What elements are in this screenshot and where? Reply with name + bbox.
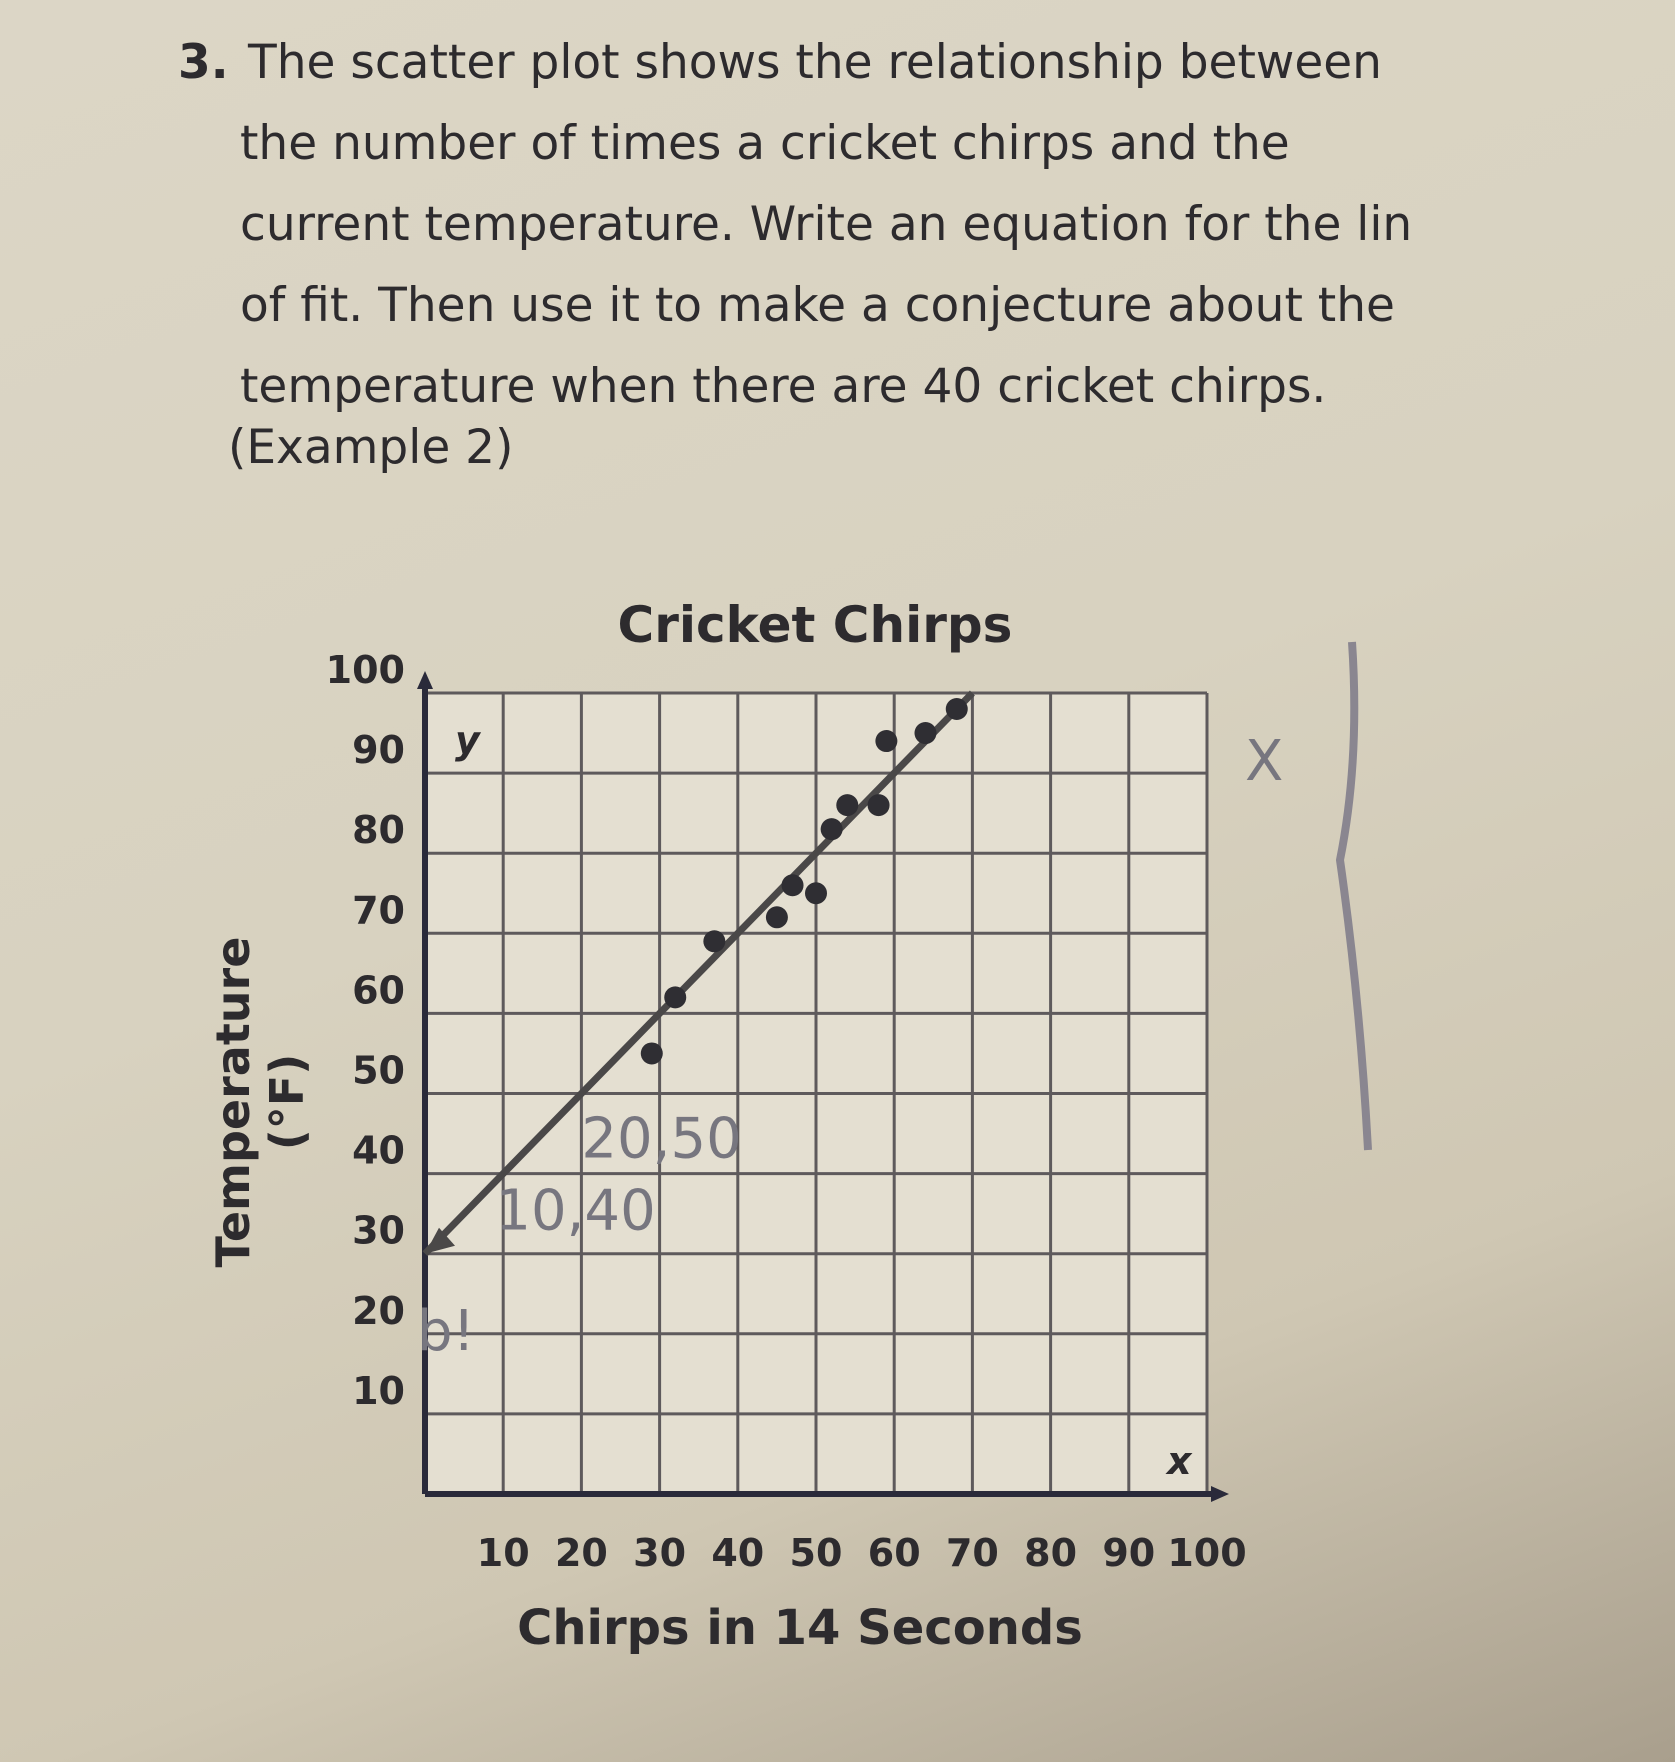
y-tick-label: 90 [352, 728, 405, 772]
y-axis-arrow-icon [417, 671, 433, 689]
handwritten-note: 10,40 [495, 1179, 655, 1244]
x-tick-label: 20 [555, 1531, 608, 1575]
question-number: 3. [178, 35, 229, 90]
y-tick-label: 30 [352, 1209, 405, 1253]
data-point [945, 698, 968, 721]
x-tick-label: 100 [1167, 1531, 1246, 1575]
fit-line-arrow-icon [425, 1227, 455, 1254]
data-point [867, 794, 890, 817]
x-tick-label: 90 [1102, 1531, 1155, 1575]
data-point [703, 930, 726, 953]
chart-title: Cricket Chirps [617, 596, 1013, 654]
data-point [836, 794, 859, 817]
y-tick-label: 10 [352, 1369, 405, 1413]
handwritten-note: X [1245, 729, 1283, 794]
y-tick-label: 60 [352, 968, 405, 1012]
question-line: of fit. Then use it to make a conjecture… [240, 278, 1395, 333]
y-tick-label: 20 [352, 1289, 405, 1333]
line-of-fit [422, 690, 975, 1257]
data-point [664, 986, 687, 1009]
data-point [805, 882, 827, 905]
x-tick-label: 60 [868, 1531, 921, 1575]
x-tick-label: 30 [633, 1531, 686, 1575]
data-point [765, 906, 788, 929]
x-tick-label: 40 [711, 1531, 764, 1575]
handwritten-stroke [1335, 641, 1372, 1151]
y-tick-label: 50 [352, 1049, 405, 1093]
y-tick-label: 70 [352, 888, 405, 932]
question-line: The scatter plot shows the relationship … [248, 35, 1382, 90]
data-point [914, 722, 937, 745]
x-tick-label: 80 [1024, 1531, 1077, 1575]
handwritten-note: b! [417, 1299, 475, 1364]
question-line: temperature when there are 40 cricket ch… [240, 359, 1327, 414]
x-axis-label: Chirps in 14 Seconds [517, 1600, 1083, 1656]
question-text: 3. The scatter plot shows the relationsh… [178, 22, 1668, 427]
handwritten-note: 20,50 [581, 1107, 741, 1172]
y-axis-letter: y [455, 718, 482, 762]
x-tick-label: 10 [477, 1531, 530, 1575]
data-point [875, 730, 898, 753]
data-point [820, 818, 843, 841]
x-tick-label: 70 [946, 1531, 999, 1575]
question-line: the number of times a cricket chirps and… [240, 116, 1290, 171]
y-tick-label: 100 [326, 648, 405, 692]
y-tick-label: 80 [352, 808, 405, 852]
x-axis-arrow-icon [1211, 1486, 1229, 1502]
y-tick-label: 40 [352, 1129, 405, 1173]
x-tick-label: 50 [790, 1531, 843, 1575]
x-axis-letter: x [1165, 1439, 1193, 1483]
data-point [781, 874, 804, 897]
question-line: current temperature. Write an equation f… [240, 197, 1413, 252]
data-point [640, 1042, 663, 1065]
example-reference: (Example 2) [228, 420, 514, 475]
